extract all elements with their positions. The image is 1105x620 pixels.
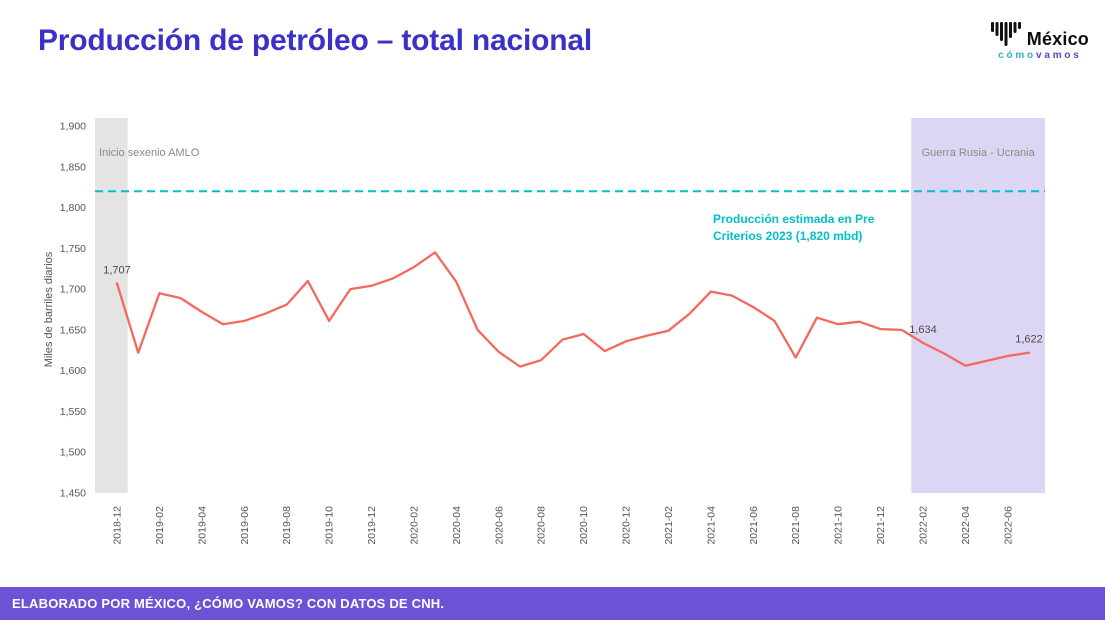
event-region-label: Guerra Rusia - Ucrania [922, 147, 1036, 159]
x-tick-label: 2022-06 [1002, 506, 1014, 545]
x-tick-label: 2020-02 [408, 506, 420, 545]
x-tick-label: 2020-10 [578, 506, 590, 545]
page-title: Producción de petróleo – total nacional [38, 24, 592, 57]
y-tick-label: 1,450 [60, 488, 86, 500]
x-tick-label: 2018-12 [112, 506, 124, 545]
reference-line-label: Criterios 2023 (1,820 mbd) [713, 229, 862, 243]
y-tick-label: 1,850 [60, 161, 86, 173]
logo-tagline-como: cómo [998, 50, 1036, 61]
x-tick-label: 2021-04 [705, 506, 717, 545]
point-value-label: 1,634 [909, 324, 937, 336]
x-tick-label: 2019-12 [366, 506, 378, 545]
y-tick-label: 1,900 [60, 121, 86, 133]
x-tick-label: 2020-12 [621, 506, 633, 545]
production-line [115, 251, 1031, 368]
oil-production-line-chart: Inicio sexenio AMLO Guerra Rusia - Ucrani… [43, 118, 1045, 545]
footer-credit-text: ELABORADO POR MÉXICO, ¿CÓMO VAMOS? CON D… [12, 596, 445, 611]
x-tick-label: 2022-02 [917, 506, 929, 545]
y-tick-label: 1,650 [60, 324, 86, 336]
y-tick-label: 1,550 [60, 406, 86, 418]
logo-tagline-vamos: vamos [1035, 50, 1082, 61]
event-region-label: Inicio sexenio AMLO [99, 147, 200, 159]
x-tick-label: 2020-08 [536, 506, 548, 545]
logo-brand-text: México [1026, 29, 1089, 49]
y-tick-label: 1,800 [60, 202, 86, 214]
x-tick-label: 2020-06 [493, 506, 505, 545]
mcv-logo: México cómovamos [990, 22, 1089, 61]
x-tick-label: 2022-04 [960, 506, 972, 545]
y-tick-label: 1,750 [60, 243, 86, 255]
x-tick-label: 2021-08 [790, 506, 802, 545]
mcv-logo-top: México [990, 22, 1089, 49]
x-tick-label: 2021-12 [875, 506, 887, 545]
bar-chart-logo-icon [990, 22, 1021, 46]
reference-line-label: Producción estimada en Pre [713, 212, 875, 226]
x-tick-label: 2019-10 [324, 506, 336, 545]
x-tick-label: 2019-02 [154, 506, 166, 545]
x-tick-label: 2019-04 [196, 506, 208, 545]
x-tick-label: 2019-08 [281, 506, 293, 545]
footer-bar: ELABORADO POR MÉXICO, ¿CÓMO VAMOS? CON D… [0, 587, 1105, 620]
x-tick-label: 2019-06 [239, 506, 251, 545]
x-tick-label: 2021-06 [748, 506, 760, 545]
point-value-label: 1,707 [103, 264, 131, 276]
chart-area: Inicio sexenio AMLO Guerra Rusia - Ucrani… [0, 108, 1105, 581]
y-tick-label: 1,500 [60, 447, 86, 459]
point-value-label: 1,622 [1015, 334, 1043, 346]
y-tick-label: 1,600 [60, 365, 86, 377]
y-tick-label: 1,700 [60, 284, 86, 296]
x-tick-label: 2021-10 [833, 506, 845, 545]
x-tick-label: 2021-02 [663, 506, 675, 545]
logo-tagline: cómovamos [991, 50, 1089, 61]
event-region-band [911, 118, 1045, 493]
y-axis-title: Miles de barriles diarios [43, 251, 55, 367]
x-tick-label: 2020-04 [451, 506, 463, 545]
event-region-band [95, 118, 128, 493]
